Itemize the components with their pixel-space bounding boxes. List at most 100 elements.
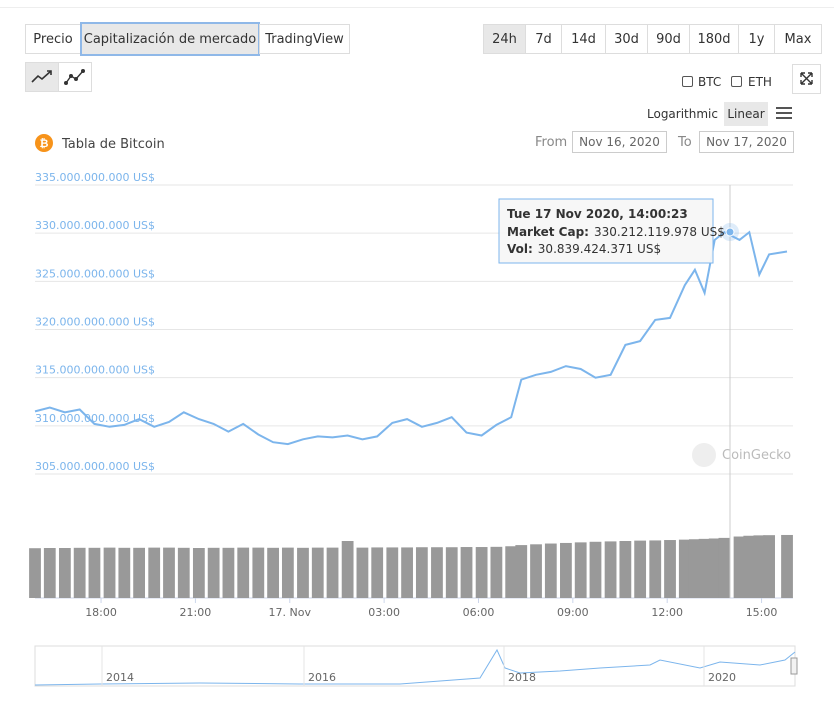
- volume-bar: [589, 541, 602, 598]
- checkbox-label: BTC: [698, 75, 722, 89]
- volume-bar: [118, 547, 131, 598]
- volume-bar: [297, 547, 309, 598]
- range-button[interactable]: Max: [774, 24, 822, 54]
- checkbox[interactable]: [682, 76, 693, 87]
- volume-bar: [103, 547, 116, 598]
- volume-bar: [177, 547, 190, 598]
- tab[interactable]: Precio: [25, 24, 81, 54]
- volume-bar: [708, 538, 721, 598]
- volume-bar: [341, 541, 354, 598]
- checkbox[interactable]: [731, 76, 742, 87]
- range-button[interactable]: 14d: [561, 24, 606, 54]
- icon: [31, 70, 52, 83]
- x-tick-label: 06:00: [463, 606, 495, 619]
- volume-bar: [718, 537, 731, 598]
- line-mode[interactable]: [25, 62, 59, 92]
- navigator-handle[interactable]: [790, 657, 798, 675]
- navigator-label: 2018: [508, 671, 536, 684]
- volume-bar: [163, 547, 175, 598]
- y-tick-label: 335.000.000.000 US$: [35, 171, 155, 184]
- tooltip-row: Vol: 30.839.424.371 US$: [507, 242, 661, 256]
- y-tick-label: 305.000.000.000 US$: [35, 460, 155, 473]
- volume-bar: [781, 534, 793, 598]
- volume-bar: [148, 547, 161, 598]
- range-button[interactable]: 1y: [738, 24, 775, 54]
- bitcoin-icon-glyph: ₿: [40, 137, 49, 150]
- scale-option[interactable]: Logarithmic: [647, 107, 718, 121]
- volume-bar: [431, 547, 443, 598]
- volume-bar: [88, 547, 101, 598]
- range-button[interactable]: 30d: [605, 24, 648, 54]
- volume-bar: [73, 547, 86, 598]
- from-label: From: [535, 135, 567, 150]
- navigator-label: 2014: [106, 671, 134, 684]
- watermark: CoinGecko: [722, 448, 791, 463]
- x-tick-label: 21:00: [180, 606, 212, 619]
- volume-bar: [678, 539, 691, 598]
- chart-title: Tabla de Bitcoin: [61, 137, 165, 152]
- volume-bar: [311, 547, 324, 598]
- x-tick-label: 17. Nov: [269, 606, 312, 619]
- range-button[interactable]: 90d: [647, 24, 690, 54]
- ohlc-mode[interactable]: [58, 62, 92, 92]
- tab[interactable]: TradingView: [259, 24, 350, 54]
- x-tick-label: 12:00: [651, 606, 683, 619]
- tooltip-label: Vol:: [507, 242, 533, 256]
- top-rule: [0, 7, 834, 8]
- y-tick-label: 310.000.000.000 US$: [35, 412, 155, 425]
- volume-bar: [460, 547, 473, 598]
- range-button[interactable]: 24h: [483, 24, 526, 54]
- volume-bar: [252, 547, 265, 598]
- range-button[interactable]: 7d: [525, 24, 562, 54]
- volume-bar: [207, 547, 220, 598]
- hover-point: [725, 227, 735, 237]
- icon: [64, 69, 85, 85]
- volume-bar: [192, 548, 205, 598]
- x-tick-label: 15:00: [746, 606, 778, 619]
- fullscreen[interactable]: [792, 64, 821, 94]
- volume-bar: [688, 539, 701, 598]
- volume-bar: [763, 535, 775, 598]
- range-button[interactable]: 180d: [689, 24, 739, 54]
- menu-icon: [776, 107, 792, 119]
- volume-bar: [619, 541, 632, 598]
- checkbox-label: ETH: [748, 75, 772, 89]
- volume-bar: [753, 535, 766, 598]
- volume-bar: [698, 538, 711, 598]
- bitcoin-icon: [35, 134, 53, 152]
- navigator-label: 2020: [708, 671, 736, 684]
- volume-bar: [386, 547, 399, 598]
- navigator: [34, 645, 796, 687]
- navigator-label: 2016: [308, 671, 336, 684]
- volume-bar: [505, 546, 518, 598]
- volume-bar: [574, 542, 587, 598]
- scale-option[interactable]: Linear: [724, 102, 768, 126]
- watermark-logo: [692, 443, 716, 467]
- volume-bar: [29, 548, 41, 598]
- volume-bar: [401, 547, 413, 598]
- volume-bar: [649, 540, 662, 598]
- volume-bar: [475, 547, 488, 598]
- volume-bar: [43, 548, 56, 598]
- from-date[interactable]: Nov 16, 2020: [572, 131, 667, 153]
- volume-bar: [371, 547, 384, 598]
- price-line: [34, 230, 788, 446]
- y-tick-label: 325.000.000.000 US$: [35, 267, 155, 280]
- tooltip-row: Market Cap: 330.212.119.978 US$: [507, 225, 725, 239]
- volume-bar: [222, 547, 235, 598]
- volume-bar: [604, 541, 617, 598]
- icon: [800, 72, 813, 85]
- volume-bar: [664, 540, 676, 598]
- volume-bar: [743, 535, 756, 598]
- tab[interactable]: Capitalización de mercado: [80, 22, 260, 56]
- tooltip-label: Market Cap:: [507, 225, 589, 239]
- y-tick-label: 330.000.000.000 US$: [35, 219, 155, 232]
- to-date[interactable]: Nov 17, 2020: [699, 131, 794, 153]
- y-tick-label: 315.000.000.000 US$: [35, 364, 155, 377]
- volume-bar: [515, 545, 528, 598]
- to-label: To: [677, 135, 692, 150]
- hover-halo: [721, 223, 739, 241]
- volume-bar: [490, 546, 503, 598]
- volume-bar: [356, 547, 369, 598]
